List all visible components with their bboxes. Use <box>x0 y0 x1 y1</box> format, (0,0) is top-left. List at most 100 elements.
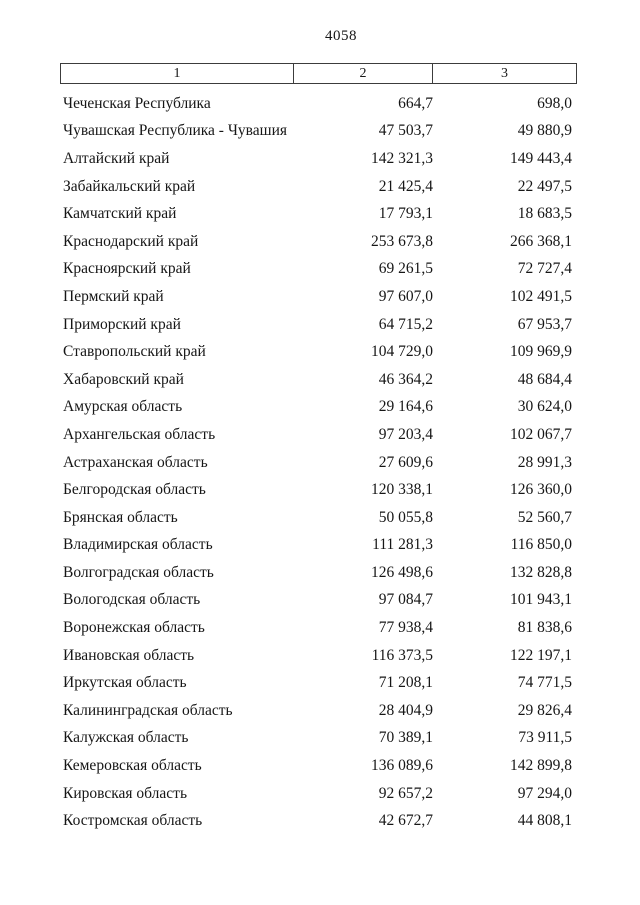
value-col2: 46 364,2 <box>378 370 433 388</box>
region-name: Иркутская область <box>63 674 187 692</box>
value-col3: 698,0 <box>537 94 572 112</box>
value-col2: 136 089,6 <box>371 757 433 775</box>
value-col2: 664,7 <box>398 94 433 112</box>
value-col3: 142 899,8 <box>510 757 572 775</box>
value-col2: 50 055,8 <box>378 508 433 526</box>
region-name: Белгородская область <box>63 481 206 499</box>
region-name: Красноярский край <box>63 260 191 278</box>
value-col3: 44 808,1 <box>517 812 572 830</box>
region-name: Приморский край <box>63 315 181 333</box>
value-col3: 109 969,9 <box>510 343 572 361</box>
table-row: Волгоградская область 126 498,6 132 828,8 <box>0 559 640 587</box>
value-col3: 48 684,4 <box>517 370 572 388</box>
value-col3: 29 826,4 <box>517 701 572 719</box>
value-col3: 266 368,1 <box>510 232 572 250</box>
table-row: Костромская область 42 672,7 44 808,1 <box>0 807 640 835</box>
value-col3: 49 880,9 <box>517 122 572 140</box>
table-row: Алтайский край 142 321,3 149 443,4 <box>0 145 640 173</box>
table-row: Ставропольский край 104 729,0 109 969,9 <box>0 338 640 366</box>
value-col2: 29 164,6 <box>378 398 433 416</box>
table-row: Вологодская область 97 084,7 101 943,1 <box>0 587 640 615</box>
table-row: Пермский край 97 607,0 102 491,5 <box>0 283 640 311</box>
value-col2: 27 609,6 <box>378 453 433 471</box>
value-col3: 122 197,1 <box>510 646 572 664</box>
table-row: Кировская область 92 657,2 97 294,0 <box>0 780 640 808</box>
region-name: Ивановская область <box>63 646 195 664</box>
value-col3: 22 497,5 <box>517 177 572 195</box>
region-name: Кировская область <box>63 784 188 802</box>
value-col2: 126 498,6 <box>371 563 433 581</box>
region-name: Кемеровская область <box>63 757 202 775</box>
value-col3: 102 491,5 <box>510 287 572 305</box>
value-col3: 97 294,0 <box>517 784 572 802</box>
value-col3: 18 683,5 <box>517 205 572 223</box>
value-col2: 77 938,4 <box>378 619 433 637</box>
region-name: Краснодарский край <box>63 232 199 250</box>
table-row: Приморский край 64 715,2 67 953,7 <box>0 311 640 339</box>
value-col2: 253 673,8 <box>371 232 433 250</box>
region-name: Калужская область <box>63 729 189 747</box>
region-name: Калининградская область <box>63 701 233 719</box>
region-name: Воронежская область <box>63 619 205 637</box>
value-col2: 21 425,4 <box>378 177 433 195</box>
value-col3: 74 771,5 <box>517 674 572 692</box>
table-row: Красноярский край 69 261,5 72 727,4 <box>0 256 640 284</box>
value-col3: 126 360,0 <box>510 481 572 499</box>
value-col3: 116 850,0 <box>510 536 572 554</box>
table-row: Архангельская область 97 203,4 102 067,7 <box>0 421 640 449</box>
region-name: Архангельская область <box>63 425 216 443</box>
value-col2: 97 203,4 <box>378 425 433 443</box>
value-col2: 28 404,9 <box>378 701 433 719</box>
page-number: 4058 <box>325 28 357 44</box>
table-header-col1: 1 <box>61 64 294 83</box>
value-col2: 97 607,0 <box>378 287 433 305</box>
value-col3: 81 838,6 <box>517 619 572 637</box>
value-col2: 47 503,7 <box>378 122 433 140</box>
value-col2: 64 715,2 <box>378 315 433 333</box>
table-row: Камчатский край 17 793,1 18 683,5 <box>0 200 640 228</box>
value-col2: 17 793,1 <box>378 205 433 223</box>
table-body: Чеченская Республика 664,7 698,0 Чувашская … <box>0 90 640 835</box>
value-col3: 52 560,7 <box>517 508 572 526</box>
value-col3: 72 727,4 <box>517 260 572 278</box>
table-row: Калининградская область 28 404,9 29 826,4 <box>0 697 640 725</box>
region-name: Ставропольский край <box>63 343 206 361</box>
value-col2: 111 281,3 <box>372 536 433 554</box>
region-name: Камчатский край <box>63 205 177 223</box>
region-name: Волгоградская область <box>63 563 214 581</box>
value-col3: 30 624,0 <box>517 398 572 416</box>
table-row: Владимирская область 111 281,3 116 850,0 <box>0 532 640 560</box>
value-col2: 116 373,5 <box>371 646 433 664</box>
value-col2: 42 672,7 <box>378 812 433 830</box>
value-col3: 73 911,5 <box>518 729 572 747</box>
region-name: Пермский край <box>63 287 164 305</box>
table-row: Хабаровский край 46 364,2 48 684,4 <box>0 366 640 394</box>
table-row: Калужская область 70 389,1 73 911,5 <box>0 725 640 753</box>
value-col2: 142 321,3 <box>371 149 433 167</box>
table-row: Астраханская область 27 609,6 28 991,3 <box>0 449 640 477</box>
table-row: Чувашская Республика - Чувашия 47 503,7 49… <box>0 118 640 146</box>
table-header: 1 2 3 <box>60 63 577 84</box>
region-name: Амурская область <box>63 398 183 416</box>
value-col2: 70 389,1 <box>378 729 433 747</box>
table-row: Белгородская область 120 338,1 126 360,0 <box>0 476 640 504</box>
value-col2: 92 657,2 <box>378 784 433 802</box>
value-col2: 120 338,1 <box>371 481 433 499</box>
table-row: Воронежская область 77 938,4 81 838,6 <box>0 614 640 642</box>
region-name: Чувашская Республика - Чувашия <box>63 122 288 140</box>
table-row: Иркутская область 71 208,1 74 771,5 <box>0 669 640 697</box>
region-name: Алтайский край <box>63 149 170 167</box>
value-col3: 149 443,4 <box>510 149 572 167</box>
table-row: Ивановская область 116 373,5 122 197,1 <box>0 642 640 670</box>
region-name: Чеченская Республика <box>63 94 211 112</box>
region-name: Костромская область <box>63 812 203 830</box>
region-name: Хабаровский край <box>63 370 184 388</box>
table-row: Брянская область 50 055,8 52 560,7 <box>0 504 640 532</box>
table-header-col3: 3 <box>501 65 508 81</box>
table-row: Чеченская Республика 664,7 698,0 <box>0 90 640 118</box>
table-row: Забайкальский край 21 425,4 22 497,5 <box>0 173 640 201</box>
value-col2: 97 084,7 <box>378 591 433 609</box>
table-header-col2: 2 <box>294 64 433 83</box>
value-col3: 132 828,8 <box>510 563 572 581</box>
